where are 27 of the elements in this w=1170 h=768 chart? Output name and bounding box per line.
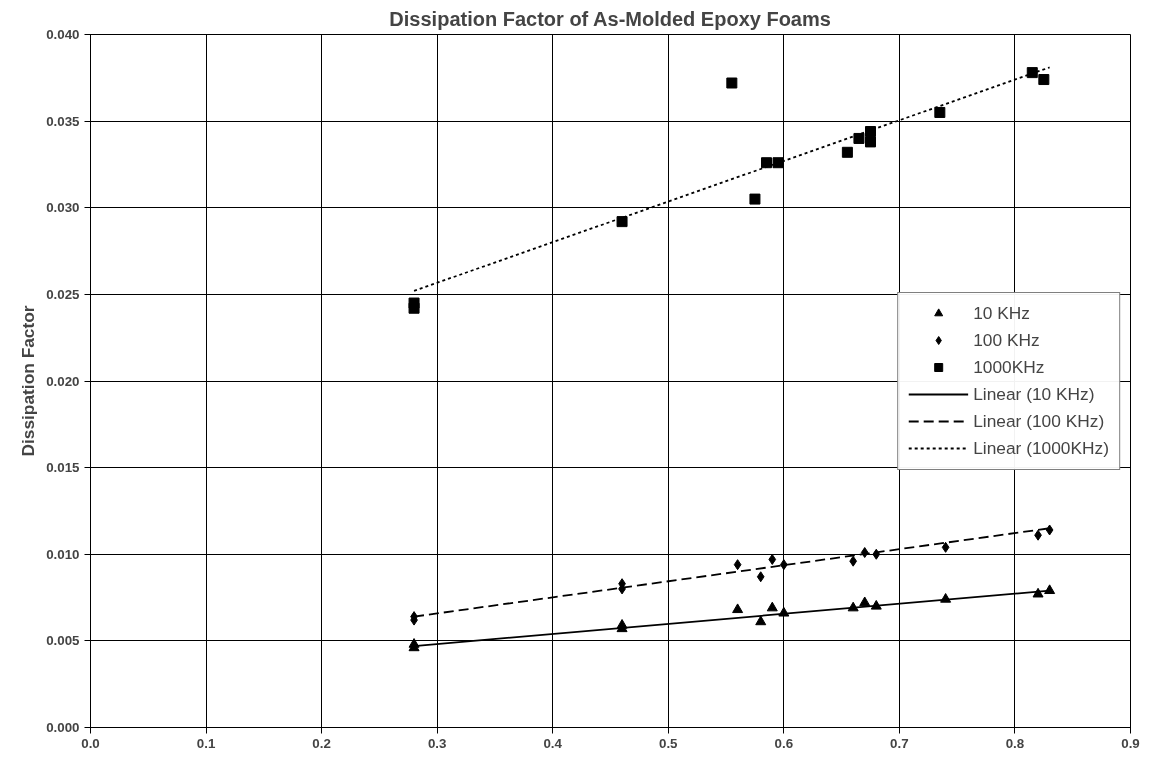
legend-label: 10 KHz (973, 302, 1031, 324)
legend-label: Linear (100 KHz) (973, 410, 1105, 432)
x-tick-label: 0.5 (659, 735, 679, 751)
y-tick-label: 0.025 (46, 286, 81, 302)
y-tick-label: 0.005 (46, 633, 81, 649)
x-tick-label: 0.7 (890, 735, 909, 751)
legend-label: 100 KHz (973, 329, 1040, 351)
legend-label: Linear (10 KHz) (973, 383, 1095, 405)
legend-label: 1000KHz (973, 356, 1045, 378)
x-tick-label: 0.6 (774, 735, 794, 751)
y-tick-label: 0.000 (46, 720, 80, 735)
x-tick-label: 0.1 (196, 735, 216, 751)
y-tick-label: 0.020 (46, 373, 80, 389)
x-tick-label: 0.0 (81, 735, 100, 751)
chart-title: Dissipation Factor of As-Molded Epoxy Foams (389, 7, 831, 30)
y-tick-label: 0.030 (46, 200, 80, 216)
y-tick-label: 0.010 (46, 546, 80, 562)
x-tick-label: 0.3 (427, 735, 447, 751)
y-tick-label: 0.040 (46, 27, 80, 42)
y-axis-title: Dissipation Factor (18, 305, 39, 457)
y-tick-label: 0.015 (46, 460, 81, 476)
x-tick-label: 0.4 (543, 735, 563, 751)
x-tick-label: 0.8 (1005, 735, 1025, 751)
x-tick-label: 0.2 (312, 735, 331, 751)
legend-label: Linear (1000KHz) (973, 437, 1109, 459)
y-tick-label: 0.035 (46, 113, 81, 129)
x-tick-label: 0.9 (1121, 735, 1140, 751)
